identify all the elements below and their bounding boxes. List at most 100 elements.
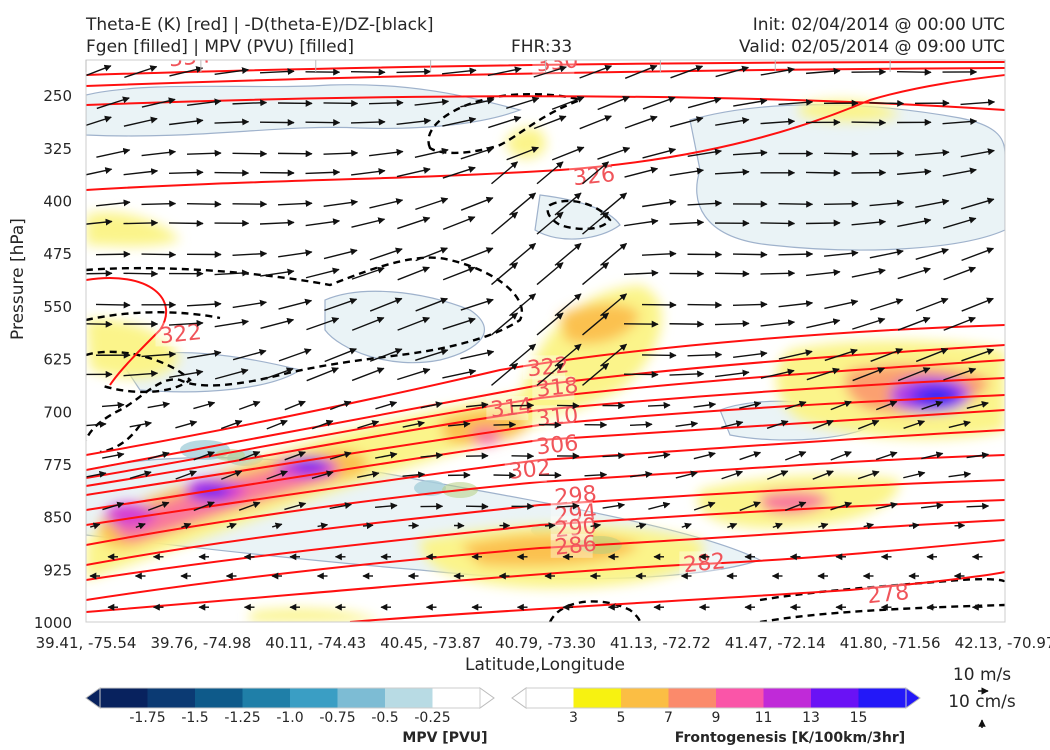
wind-vector [414,147,449,159]
wind-vector [733,350,768,358]
wind-vector [329,400,352,411]
y-tick-label: 1000 [34,614,72,632]
colorbar-tick-label: -1.0 [276,710,303,726]
wind-vector [415,348,449,361]
wind-vector [141,251,177,259]
wind-vector [442,166,476,179]
wind-vector [915,149,950,157]
wind-vector [414,98,450,106]
wind-vector [915,297,949,312]
wind-vector [465,401,489,409]
wind-vector [554,343,582,367]
wind-vector [324,347,357,363]
colorbar-swatch [432,688,481,708]
theta-e-label-bg [550,483,593,508]
wind-vector [442,266,476,281]
wind-vector [181,522,192,530]
wind-vector [488,115,522,129]
wind-vector [460,196,494,211]
wind-vector [168,319,204,327]
wind-vector [915,247,949,261]
wind-vector [693,401,717,409]
wind-vector [966,451,990,459]
theta-e-label: 290 [554,514,598,543]
wind-vector [960,148,995,158]
theta-e-label: 278 [866,580,910,609]
wind-vector [824,299,859,310]
wind-vector [824,348,858,362]
wind-vector [175,420,198,429]
wind-vector [95,250,131,258]
wind-vector [806,268,841,277]
wind-vector [857,470,880,480]
wind-vector [187,98,222,107]
colorbar-swatch [621,688,669,708]
wind-vector [86,167,113,176]
wind-vector [323,199,359,207]
wind-vector [323,149,359,157]
colorbar-frame [99,687,481,709]
wind-vector [214,169,250,177]
wind-vector [374,502,398,510]
colorbar-swatch [716,688,764,708]
wind-vector [693,451,716,460]
colorbar-tick-label: 5 [617,710,626,726]
wind-vector [86,420,107,428]
wind-vector [396,166,431,178]
wind-vector [306,367,339,382]
wind-vector [778,200,814,208]
theta-e-label: 326 [572,162,616,191]
wind-vector [350,68,386,76]
wind-vector [357,420,380,429]
wind-vector [238,501,261,511]
wind-vector [942,167,977,177]
wind-vector [96,147,131,158]
wind-vector [624,166,659,178]
wind-vector [369,148,404,157]
colorbar-swatch [290,688,338,708]
wind-vector [420,452,444,460]
wind-vector [259,219,295,227]
theta-e-label: 310 [535,403,579,432]
wind-vector [102,501,125,511]
wind-vector [375,400,398,410]
colorbar-swatch [242,688,291,708]
wind-vector [915,198,950,208]
wind-vector [375,451,398,459]
wind-vector [554,242,582,266]
wind-vector [739,501,761,512]
wind-vector [897,367,931,382]
wind-vector [491,262,519,286]
wind-vector [260,367,294,381]
wind-vector [602,502,626,510]
y-axis-ticks: 250 325 400 475 550 625 700 775 850 925 1000 [34,87,72,632]
wind-vector [624,115,658,129]
wind-vector [442,67,477,75]
wind-vector [600,192,628,216]
wind-vector [681,522,692,530]
wind-vector [415,197,449,211]
wind-vector [908,522,920,530]
wind-vector [830,501,853,511]
wind-vector [533,65,567,78]
wind-vector [875,501,898,510]
wind-vector [147,401,171,409]
theta-e-label: 330 [535,48,579,77]
wind-vector [897,168,932,176]
wind-vector [670,65,704,79]
wind-vector [95,301,131,309]
theta-e-label-bg [486,396,529,421]
wind-vector [812,470,834,480]
title-line-1: Theta-E (K) [red] | -D(theta-E)/DZ-[blac… [86,15,434,35]
wind-vector [597,146,631,160]
wind-vector [920,502,944,510]
wind-vector [169,369,204,378]
wind-vector [493,421,517,429]
wind-vector [869,199,905,207]
colorbar-tick-label: 11 [755,710,773,726]
colorbar-swatch [385,688,433,708]
y-tick-label: 700 [43,403,72,421]
wind-vector [582,312,610,336]
colorbar-swatch [573,688,622,708]
wind-vector [642,96,676,110]
